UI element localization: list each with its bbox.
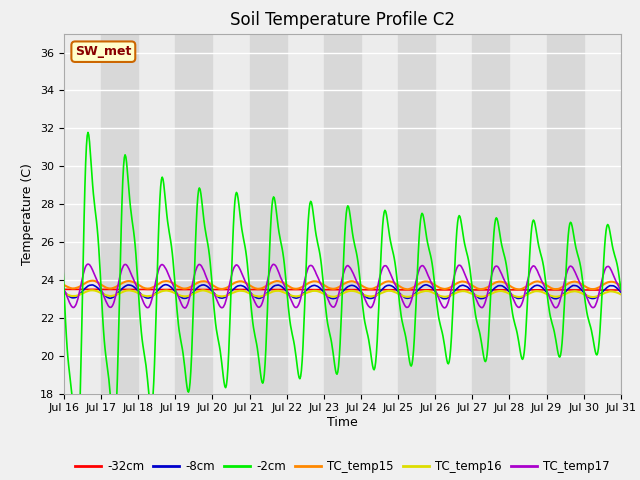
Title: Soil Temperature Profile C2: Soil Temperature Profile C2 (230, 11, 455, 29)
Bar (621, 34, 640, 394)
Bar (547, 34, 584, 394)
Bar (175, 34, 212, 394)
Y-axis label: Temperature (C): Temperature (C) (22, 163, 35, 264)
Bar (398, 34, 435, 394)
Bar (101, 34, 138, 394)
Bar (250, 34, 287, 394)
Text: SW_met: SW_met (75, 45, 131, 58)
Legend: -32cm, -8cm, -2cm, TC_temp15, TC_temp16, TC_temp17: -32cm, -8cm, -2cm, TC_temp15, TC_temp16,… (70, 455, 614, 478)
X-axis label: Time: Time (327, 416, 358, 429)
Bar (324, 34, 361, 394)
Bar (472, 34, 509, 394)
